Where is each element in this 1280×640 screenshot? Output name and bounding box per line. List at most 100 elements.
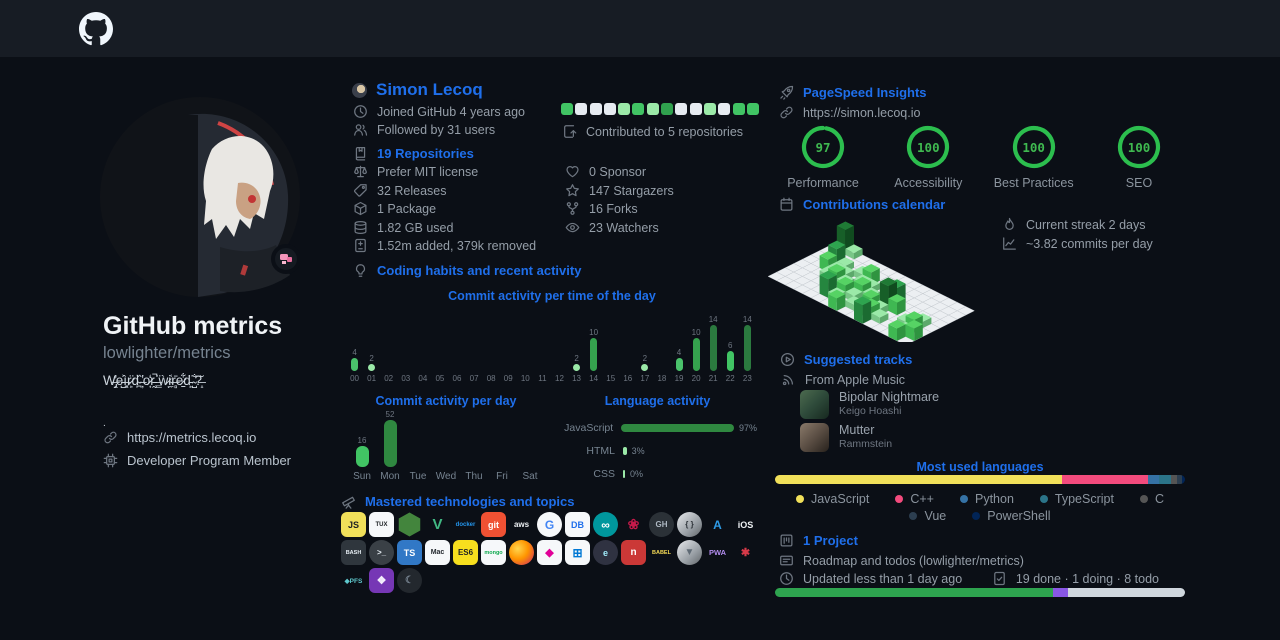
pagespeed-url-row: https://simon.lecoq.io xyxy=(779,105,920,120)
day-value: 16 xyxy=(357,435,367,445)
hour-column: 02 xyxy=(380,306,397,383)
hour-label: 12 xyxy=(555,374,564,383)
day-column: 16 Sun xyxy=(348,410,376,482)
languages-title: Most used languages xyxy=(916,460,1044,474)
raspberry-pi-icon: ❀ xyxy=(627,516,640,532)
track-row[interactable]: Bipolar Nightmare Keigo Hoashi xyxy=(800,390,939,419)
stargazers-label: 147 Stargazers xyxy=(589,183,674,198)
package-icon xyxy=(353,201,368,216)
packages-label: 1 Package xyxy=(377,201,437,216)
commit-activity-per-day-chart: 16 Sun 52 Mon Tue Wed Thu Fri Sat xyxy=(348,410,544,482)
project-title-link[interactable]: 1 Project xyxy=(803,533,858,548)
pagespeed-title-link[interactable]: PageSpeed Insights xyxy=(803,85,927,100)
legend-dot xyxy=(795,495,804,503)
legend-dot xyxy=(972,512,981,520)
day-label: Tue xyxy=(409,471,427,482)
membership-row: Developer Program Member xyxy=(103,453,291,468)
hour-label: 03 xyxy=(401,374,411,383)
contribution-squares xyxy=(561,103,759,115)
hour-bar xyxy=(368,364,376,371)
hour-column: 2 13 xyxy=(568,306,585,383)
obsidian-icon: ❖ xyxy=(369,568,394,593)
habits-title-link[interactable]: Coding habits and recent activity xyxy=(377,263,582,278)
habits-header: Coding habits and recent activity xyxy=(353,263,581,278)
hour-column: 2 17 xyxy=(636,306,653,383)
hour-label: 00 xyxy=(350,374,359,383)
github-icon: GH xyxy=(649,512,674,537)
fork-icon xyxy=(565,201,580,216)
tag-icon xyxy=(353,183,368,198)
hour-bar xyxy=(351,357,359,371)
pagespeed-gauges: 97 Performance 100 Accessibility 100 Best Pra… xyxy=(775,124,1187,190)
music-source-row: From Apple Music xyxy=(781,372,905,387)
tech-row: ◆PFS ❖ ☾ xyxy=(341,568,758,593)
flame-icon xyxy=(1002,217,1017,232)
user-name-link[interactable]: Simon Lecoq xyxy=(376,80,483,99)
hour-label: 09 xyxy=(503,374,513,383)
hour-label: 22 xyxy=(725,374,735,383)
profile-bio: W̶̡̭̓e̵̺͐ì̶͓r̷̙̈d̴̪̏ ̶̦̔o̷͎̒r̵̰̚ ̶͇̈ẁ̷ͅi… xyxy=(103,373,203,388)
legend-item: Vue xyxy=(909,509,946,523)
language-activity-value: 0% xyxy=(630,468,644,479)
legend-dot xyxy=(895,495,904,503)
language-activity-row: JavaScript 97% xyxy=(557,416,757,439)
pagespeed-gauge: 100 Accessibility xyxy=(880,124,976,190)
repo-push-icon xyxy=(562,124,577,139)
language-activity-row: CSS 0% xyxy=(557,462,757,485)
techs-title-link[interactable]: Mastered technologies and topics xyxy=(365,494,575,509)
day-column: Thu xyxy=(460,410,488,482)
gauge-label: SEO xyxy=(1125,176,1153,190)
hour-column: 06 xyxy=(448,306,465,383)
legend-dot xyxy=(1139,495,1148,503)
repositories-link[interactable]: 19 Repositories xyxy=(377,146,474,161)
progress-segment-doing xyxy=(1052,588,1068,597)
followers-row: Followed by 31 users xyxy=(353,122,495,137)
hour-column: 6 22 xyxy=(722,306,739,383)
contribution-square xyxy=(661,103,674,115)
hour-label: 02 xyxy=(384,374,394,383)
gauge-value: 97 xyxy=(815,139,831,155)
hour-label: 15 xyxy=(606,374,616,383)
hour-label: 20 xyxy=(691,374,701,383)
law-icon xyxy=(353,164,368,179)
language-activity-value: 97% xyxy=(738,422,757,433)
music-title-link[interactable]: Suggested tracks xyxy=(804,352,913,367)
track-row[interactable]: Mutter Rammstein xyxy=(800,423,939,452)
hour-column: 18 xyxy=(653,306,670,383)
hour-label: 11 xyxy=(538,374,547,383)
hour-label: 16 xyxy=(623,374,633,383)
project-progress-bar xyxy=(775,588,1185,597)
contribution-square xyxy=(646,103,659,115)
star-icon xyxy=(565,183,580,198)
techs-header: Mastered technologies and topics xyxy=(341,494,575,509)
project-name-row: Roadmap and todos (lowlighter/metrics) xyxy=(779,553,1024,568)
contribution-square xyxy=(746,103,759,115)
calendar-title-link[interactable]: Contributions calendar xyxy=(803,197,946,212)
language-segment xyxy=(1170,475,1178,484)
hour-bar xyxy=(709,324,717,371)
es6-icon: ES6 xyxy=(453,540,478,565)
calendar-header: Contributions calendar xyxy=(779,197,945,212)
language-activity-label: CSS xyxy=(593,467,615,480)
profile-bio-glitch: . xyxy=(103,418,106,429)
contribution-square xyxy=(561,103,573,115)
nodejs-icon xyxy=(398,512,421,537)
hour-column: 15 xyxy=(602,306,619,383)
github-logo-icon[interactable] xyxy=(79,12,113,46)
hour-label: 14 xyxy=(589,374,599,383)
top-bar xyxy=(0,0,1280,57)
rocket-icon xyxy=(779,85,794,100)
pagespeed-url[interactable]: https://simon.lecoq.io xyxy=(803,105,921,120)
sponsors-label: 0 Sponsor xyxy=(589,164,646,179)
watchers-row: 23 Watchers xyxy=(565,220,659,235)
legend-item: Python xyxy=(959,492,1014,506)
hour-label: 10 xyxy=(520,374,530,383)
language-segment xyxy=(1177,475,1183,484)
bulb-icon xyxy=(353,263,368,278)
arduino-icon: ∞ xyxy=(593,512,618,537)
website-link[interactable]: https://metrics.lecoq.io xyxy=(127,430,257,445)
hour-value: 14 xyxy=(742,314,752,324)
crescent-icon: ☾ xyxy=(397,568,422,593)
album-art xyxy=(800,423,829,452)
